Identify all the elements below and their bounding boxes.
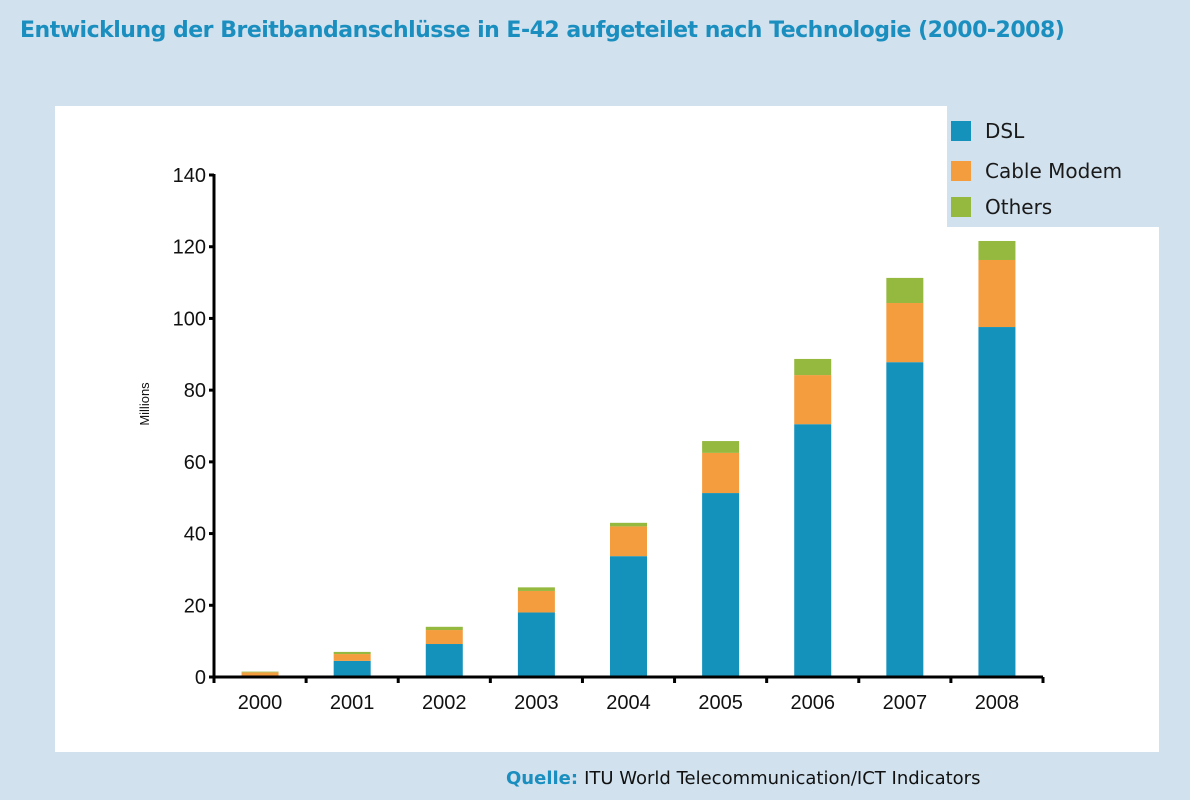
bar-dsl-2003 [517,612,555,677]
bar-cable-modem-2001 [333,654,371,661]
x-tick-label-2002: 2002 [422,692,467,714]
bar-cable-modem-2002 [425,630,463,645]
y-axis-label: Millions [137,382,152,426]
x-tick-label-2005: 2005 [698,692,743,714]
chart-title: Entwicklung der Breitbandanschlüsse in E… [20,18,1065,43]
x-tick-label-2004: 2004 [606,692,651,714]
bar-cable-modem-2005 [702,452,740,494]
y-tick-label-20: 20 [184,595,206,617]
bar-others-2007 [886,277,924,304]
x-tick-label-2000: 2000 [238,692,283,714]
legend-label-cable-modem: Cable Modem [985,159,1123,183]
x-tick-label-2001: 2001 [330,692,375,714]
bar-dsl-2007 [886,362,924,677]
y-tick-label-0: 0 [195,667,206,689]
legend: DSL Cable Modem Others [947,106,1159,227]
bar-cable-modem-2007 [886,303,924,363]
bar-cable-modem-2000 [241,672,279,676]
y-tick-label-80: 80 [184,380,206,402]
y-tick-label-100: 100 [173,308,206,330]
y-tick-label-140: 140 [173,165,206,187]
legend-item-dsl: DSL [951,119,1024,143]
bar-dsl-2001 [333,660,371,677]
bar-dsl-2005 [702,493,740,677]
bar-cable-modem-2006 [794,375,832,425]
legend-label-dsl: DSL [985,119,1025,143]
bar-dsl-2002 [425,644,463,677]
bar-others-2005 [702,441,740,453]
bar-cable-modem-2003 [517,590,555,613]
x-tick-label-2007: 2007 [883,692,928,714]
bar-others-2004 [610,522,647,527]
legend-swatch-dsl [951,121,971,141]
x-tick-label-2003: 2003 [514,692,559,714]
bar-others-2001 [333,651,371,655]
legend-swatch-cable-modem [951,161,971,181]
bar-others-2000 [241,671,279,673]
bar-dsl-2006 [794,424,832,677]
bar-others-2008 [978,240,1016,260]
source-label: Quelle: [506,768,579,789]
legend-label-others: Others [985,195,1053,219]
source-text: ITU World Telecommunication/ICT Indicato… [584,768,981,789]
legend-item-cable-modem: Cable Modem [951,159,1122,183]
legend-swatch-others [951,197,971,217]
x-tick-label-2008: 2008 [975,692,1020,714]
source-note: Quelle: ITU World Telecommunication/ICT I… [506,768,980,789]
bar-others-2002 [425,626,463,631]
bar-others-2006 [794,358,832,376]
bar-cable-modem-2008 [978,259,1016,328]
bar-cable-modem-2004 [610,526,647,557]
y-tick-label-40: 40 [184,524,206,546]
x-tick-label-2006: 2006 [790,692,835,714]
bar-dsl-2008 [978,327,1016,677]
y-tick-label-60: 60 [184,452,206,474]
bar-others-2003 [517,587,555,591]
y-tick-label-120: 120 [173,237,206,259]
legend-item-others: Others [951,195,1052,219]
bar-dsl-2004 [610,556,647,677]
